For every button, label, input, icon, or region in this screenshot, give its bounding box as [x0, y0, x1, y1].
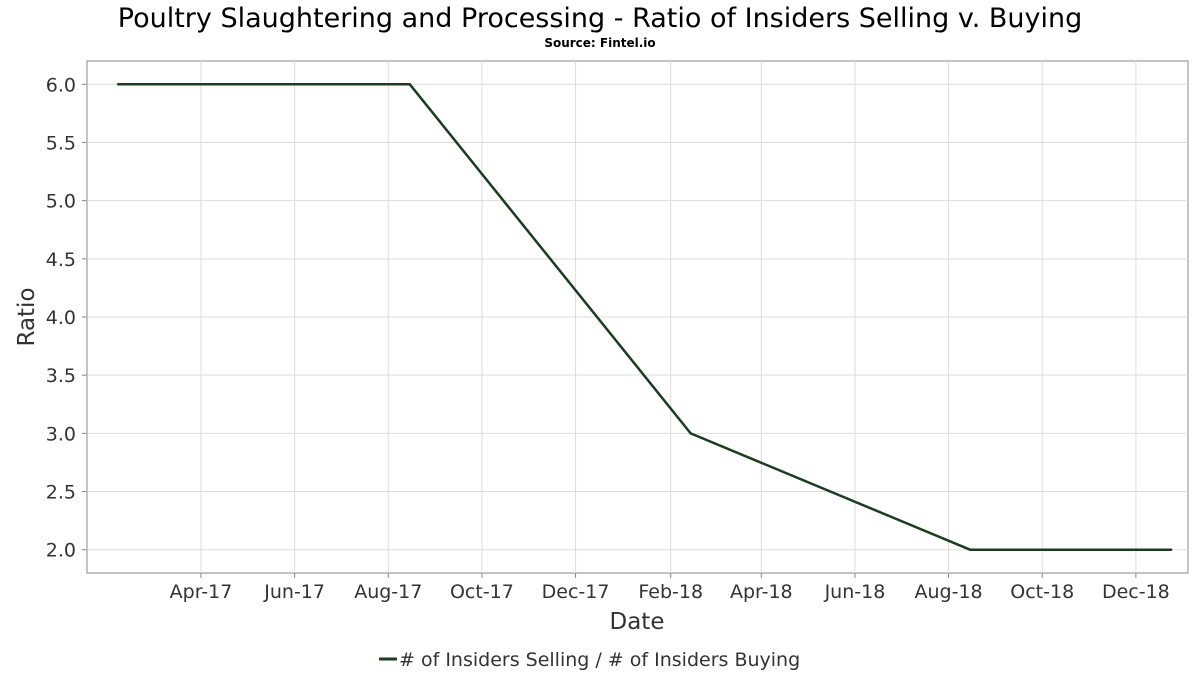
y-tick-label: 4.5: [46, 249, 76, 271]
data-point: [689, 432, 692, 435]
y-axis-label: Ratio: [14, 287, 40, 346]
grid: [87, 61, 1188, 573]
x-tick-label: Jun-18: [824, 581, 886, 603]
y-tick-label: 3.5: [46, 365, 76, 387]
series-layer: [116, 83, 1173, 551]
y-tick-label: 5.0: [46, 191, 76, 213]
chart-subtitle: Source: Fintel.io: [544, 36, 655, 50]
x-tick-label: Apr-18: [730, 581, 793, 603]
legend-label: # of Insiders Selling / # of Insiders Bu…: [399, 649, 800, 671]
x-tick-label: Aug-18: [915, 581, 983, 603]
y-tick-label: 3.0: [46, 423, 76, 445]
x-tick-label: Oct-18: [1010, 581, 1074, 603]
x-axis-ticks: Apr-17 Jun-17 Aug-17 Oct-17 Dec-17 Feb-18 Apr-…: [170, 573, 1170, 603]
data-point: [968, 548, 972, 551]
data-point: [116, 83, 120, 86]
x-axis-label: Date: [610, 609, 665, 635]
y-tick-label: 2.5: [46, 482, 76, 504]
x-tick-label: Feb-18: [638, 581, 703, 603]
chart-title: Poultry Slaughtering and Processing - Ra…: [118, 3, 1083, 34]
y-axis-ticks: 2.0 2.5 3.0 3.5 4.0 4.5 5.0 5.5 6.0: [46, 74, 87, 562]
y-tick-label: 4.0: [46, 307, 76, 329]
x-tick-label: Dec-18: [1102, 581, 1170, 603]
y-tick-label: 2.0: [46, 540, 76, 562]
x-tick-label: Jun-17: [263, 581, 325, 603]
x-tick-label: Aug-17: [354, 581, 422, 603]
data-point: [1169, 548, 1173, 551]
y-tick-label: 6.0: [46, 74, 76, 96]
data-point: [408, 83, 411, 86]
x-tick-label: Apr-17: [170, 581, 233, 603]
y-tick-label: 5.5: [46, 132, 76, 154]
x-tick-label: Oct-17: [450, 581, 514, 603]
x-tick-label: Dec-17: [542, 581, 610, 603]
legend: # of Insiders Selling / # of Insiders Bu…: [379, 649, 800, 671]
